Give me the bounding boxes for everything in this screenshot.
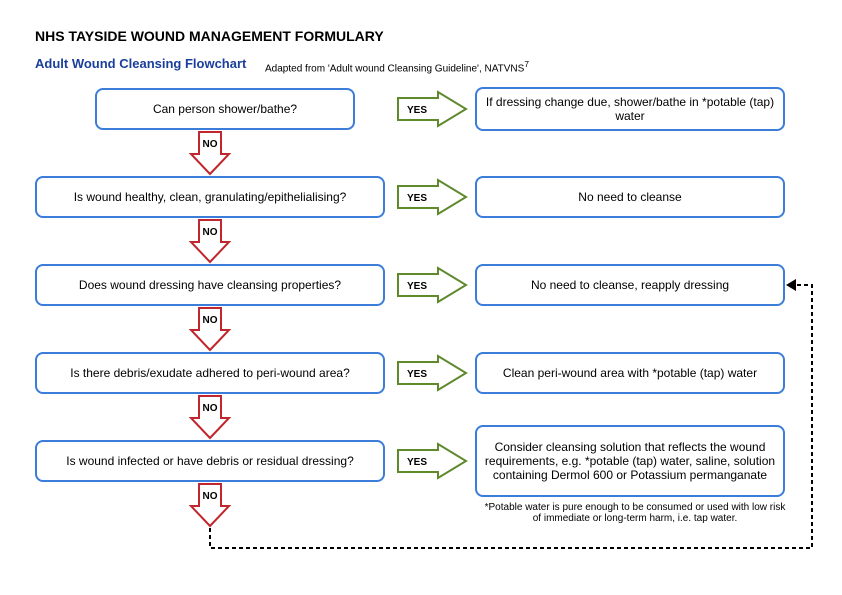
answer-box-2: No need to cleanse, reapply dressing [475,264,785,306]
svg-text:NO: NO [203,227,218,238]
svg-text:YES: YES [407,369,427,380]
adapted-sup: 7 [524,59,529,69]
question-text-3: Is there debris/exudate adhered to peri-… [70,366,350,380]
adapted-text: Adapted from 'Adult wound Cleansing Guid… [265,63,524,74]
answer-box-4: Consider cleansing solution that reflect… [475,425,785,497]
answer-box-1: No need to cleanse [475,176,785,218]
no-arrow-2: NO [191,308,229,350]
answer-text-2: No need to cleanse, reapply dressing [531,278,729,292]
answer-box-3: Clean peri-wound area with *potable (tap… [475,352,785,394]
yes-arrow-0: YES [398,92,466,126]
no-arrow-0: NO [191,132,229,174]
svg-text:NO: NO [203,403,218,414]
svg-text:NO: NO [203,315,218,326]
svg-text:YES: YES [407,281,427,292]
yes-arrow-3: YES [398,356,466,390]
page-subtitle: Adult Wound Cleansing Flowchart [35,56,246,71]
question-text-1: Is wound healthy, clean, granulating/epi… [74,190,347,204]
answer-text-0: If dressing change due, shower/bathe in … [483,95,777,123]
question-box-2: Does wound dressing have cleansing prope… [35,264,385,306]
question-box-0: Can person shower/bathe? [95,88,355,130]
svg-text:NO: NO [203,139,218,150]
yes-arrow-2: YES [398,268,466,302]
page-title: NHS TAYSIDE WOUND MANAGEMENT FORMULARY [35,28,384,44]
answer-text-3: Clean peri-wound area with *potable (tap… [503,366,757,380]
footnote: *Potable water is pure enough to be cons… [480,502,790,524]
question-text-0: Can person shower/bathe? [153,102,297,116]
answer-text-4: Consider cleansing solution that reflect… [483,440,777,482]
yes-arrow-4: YES [398,444,466,478]
question-box-1: Is wound healthy, clean, granulating/epi… [35,176,385,218]
no-arrow-3: NO [191,396,229,438]
footnote-text: *Potable water is pure enough to be cons… [485,502,786,524]
svg-text:NO: NO [203,491,218,502]
no-arrow-1: NO [191,220,229,262]
question-text-4: Is wound infected or have debris or resi… [66,454,354,468]
answer-text-1: No need to cleanse [578,190,681,204]
subtitle-adapted: Adapted from 'Adult wound Cleansing Guid… [265,59,529,74]
svg-text:YES: YES [407,457,427,468]
subtitle-text: Adult Wound Cleansing Flowchart [35,56,246,71]
yes-arrow-1: YES [398,180,466,214]
answer-box-0: If dressing change due, shower/bathe in … [475,87,785,131]
question-box-3: Is there debris/exudate adhered to peri-… [35,352,385,394]
no-arrow-4: NO [191,484,229,526]
svg-text:YES: YES [407,105,427,116]
question-text-2: Does wound dressing have cleansing prope… [79,278,341,292]
svg-text:YES: YES [407,193,427,204]
question-box-4: Is wound infected or have debris or resi… [35,440,385,482]
